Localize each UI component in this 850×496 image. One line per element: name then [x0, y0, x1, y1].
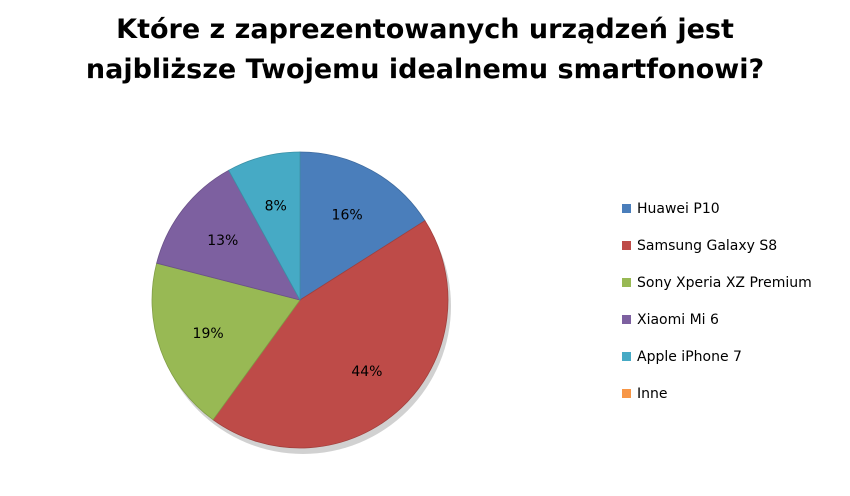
- legend-item-5: Apple iPhone 7: [622, 345, 848, 382]
- pie-slice-5: [228, 151, 301, 301]
- legend-label-4: Xiaomi Mi 6: [637, 312, 719, 328]
- pie-data-label-2: 44%: [351, 364, 382, 380]
- legend-swatch-1: [622, 203, 631, 213]
- pie-labels: 16% 44% 19% 13% 8%: [193, 198, 383, 380]
- pie-slice-2: [212, 220, 449, 449]
- legend-item-3: Sony Xperia XZ Premium: [622, 271, 848, 308]
- legend-label-1: Huawei P10: [637, 201, 720, 217]
- chart-title-line-1: Które z zaprezentowanych urządzeń jest: [116, 14, 734, 45]
- pie-data-label-1: 16%: [332, 207, 363, 223]
- chart-title: Które z zaprezentowanych urządzeń jest n…: [0, 10, 850, 90]
- legend-swatch-2: [622, 240, 631, 250]
- pie-data-label-5: 8%: [265, 198, 287, 214]
- legend-label-2: Samsung Galaxy S8: [637, 238, 778, 254]
- pie-data-label-3: 19%: [193, 326, 224, 342]
- pie-slices: [151, 151, 449, 449]
- legend-label-5: Apple iPhone 7: [637, 349, 742, 365]
- pie-slice-1: [299, 151, 426, 301]
- legend-item-1: Huawei P10: [622, 197, 848, 234]
- pie-data-label-4: 13%: [207, 233, 238, 249]
- legend-item-2: Samsung Galaxy S8: [622, 234, 848, 271]
- legend-label-6: Inne: [637, 386, 668, 402]
- chart-title-line-2: najbliższe Twojemu idealnemu smartfonowi…: [85, 54, 765, 85]
- pie-slice-4: [156, 169, 301, 301]
- legend-label-3: Sony Xperia XZ Premium: [637, 275, 812, 291]
- legend-swatch-6: [622, 388, 631, 398]
- legend-item-4: Xiaomi Mi 6: [622, 308, 848, 345]
- legend-item-6: Inne: [622, 382, 848, 419]
- pie-slice-3: [151, 262, 301, 421]
- legend-swatch-3: [622, 277, 631, 287]
- legend-swatch-4: [622, 314, 631, 324]
- legend-swatch-5: [622, 351, 631, 361]
- legend: Huawei P10 Samsung Galaxy S8 Sony Xperia X…: [622, 197, 848, 419]
